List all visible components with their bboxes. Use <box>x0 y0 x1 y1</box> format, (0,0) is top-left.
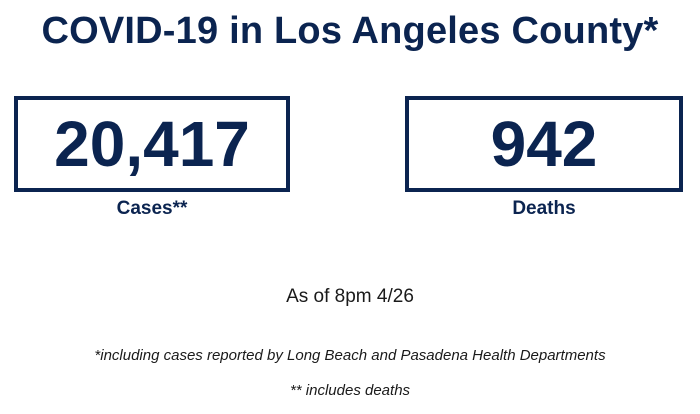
as-of-timestamp: As of 8pm 4/26 <box>286 286 414 307</box>
deaths-label: Deaths <box>512 198 576 219</box>
deaths-count: 942 <box>490 108 598 180</box>
deaths-footnote: ** includes deaths <box>289 382 411 399</box>
cases-footnote: *including cases reported by Long Beach … <box>94 347 606 364</box>
deaths-box: 942 <box>405 96 683 192</box>
cases-label: Cases** <box>116 198 188 219</box>
page-title: COVID-19 in Los Angeles County* <box>41 10 659 52</box>
cases-count: 20,417 <box>54 108 250 180</box>
cases-box: 20,417 <box>14 96 290 192</box>
